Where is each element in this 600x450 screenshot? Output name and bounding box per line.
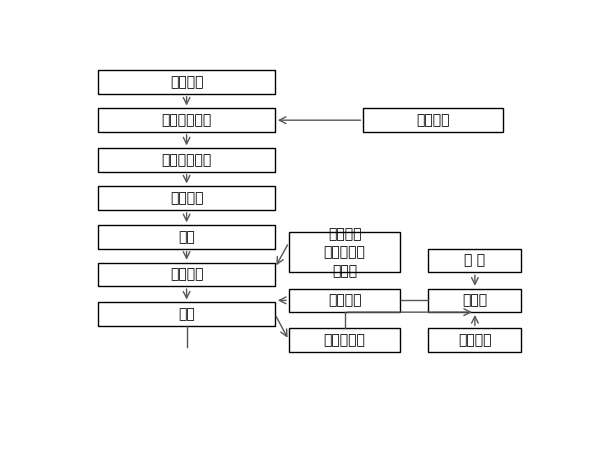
Bar: [428, 328, 521, 352]
Text: 泥浆备料: 泥浆备料: [458, 333, 491, 347]
Bar: [98, 186, 275, 210]
Text: 泥浆池: 泥浆池: [463, 293, 487, 307]
Bar: [98, 70, 275, 94]
Bar: [98, 148, 275, 172]
Text: 泥浆沉淀: 泥浆沉淀: [328, 293, 361, 307]
Text: 成孔检测: 成孔检测: [170, 267, 203, 281]
Text: 钻孔注浆
（也可干挖
成孔）: 钻孔注浆 （也可干挖 成孔）: [324, 227, 365, 278]
Text: 制作护筒: 制作护筒: [416, 113, 450, 127]
Bar: [289, 288, 401, 312]
Bar: [289, 328, 401, 352]
Bar: [428, 249, 521, 272]
Bar: [428, 288, 521, 312]
Bar: [98, 302, 275, 326]
Text: 钻孔: 钻孔: [178, 230, 195, 244]
Bar: [98, 225, 275, 249]
Text: 清孔: 清孔: [178, 307, 195, 321]
Text: 搭设作业平台: 搭设作业平台: [161, 153, 212, 167]
Text: 供 水: 供 水: [464, 253, 485, 267]
Bar: [289, 233, 401, 272]
Text: 设置泥浆泵: 设置泥浆泵: [324, 333, 365, 347]
Text: 施工准备: 施工准备: [170, 75, 203, 89]
Bar: [98, 108, 275, 132]
Bar: [98, 263, 275, 286]
Text: 桩机就位: 桩机就位: [170, 191, 203, 205]
Bar: [364, 108, 503, 132]
Text: 埋设钻孔护筒: 埋设钻孔护筒: [161, 113, 212, 127]
